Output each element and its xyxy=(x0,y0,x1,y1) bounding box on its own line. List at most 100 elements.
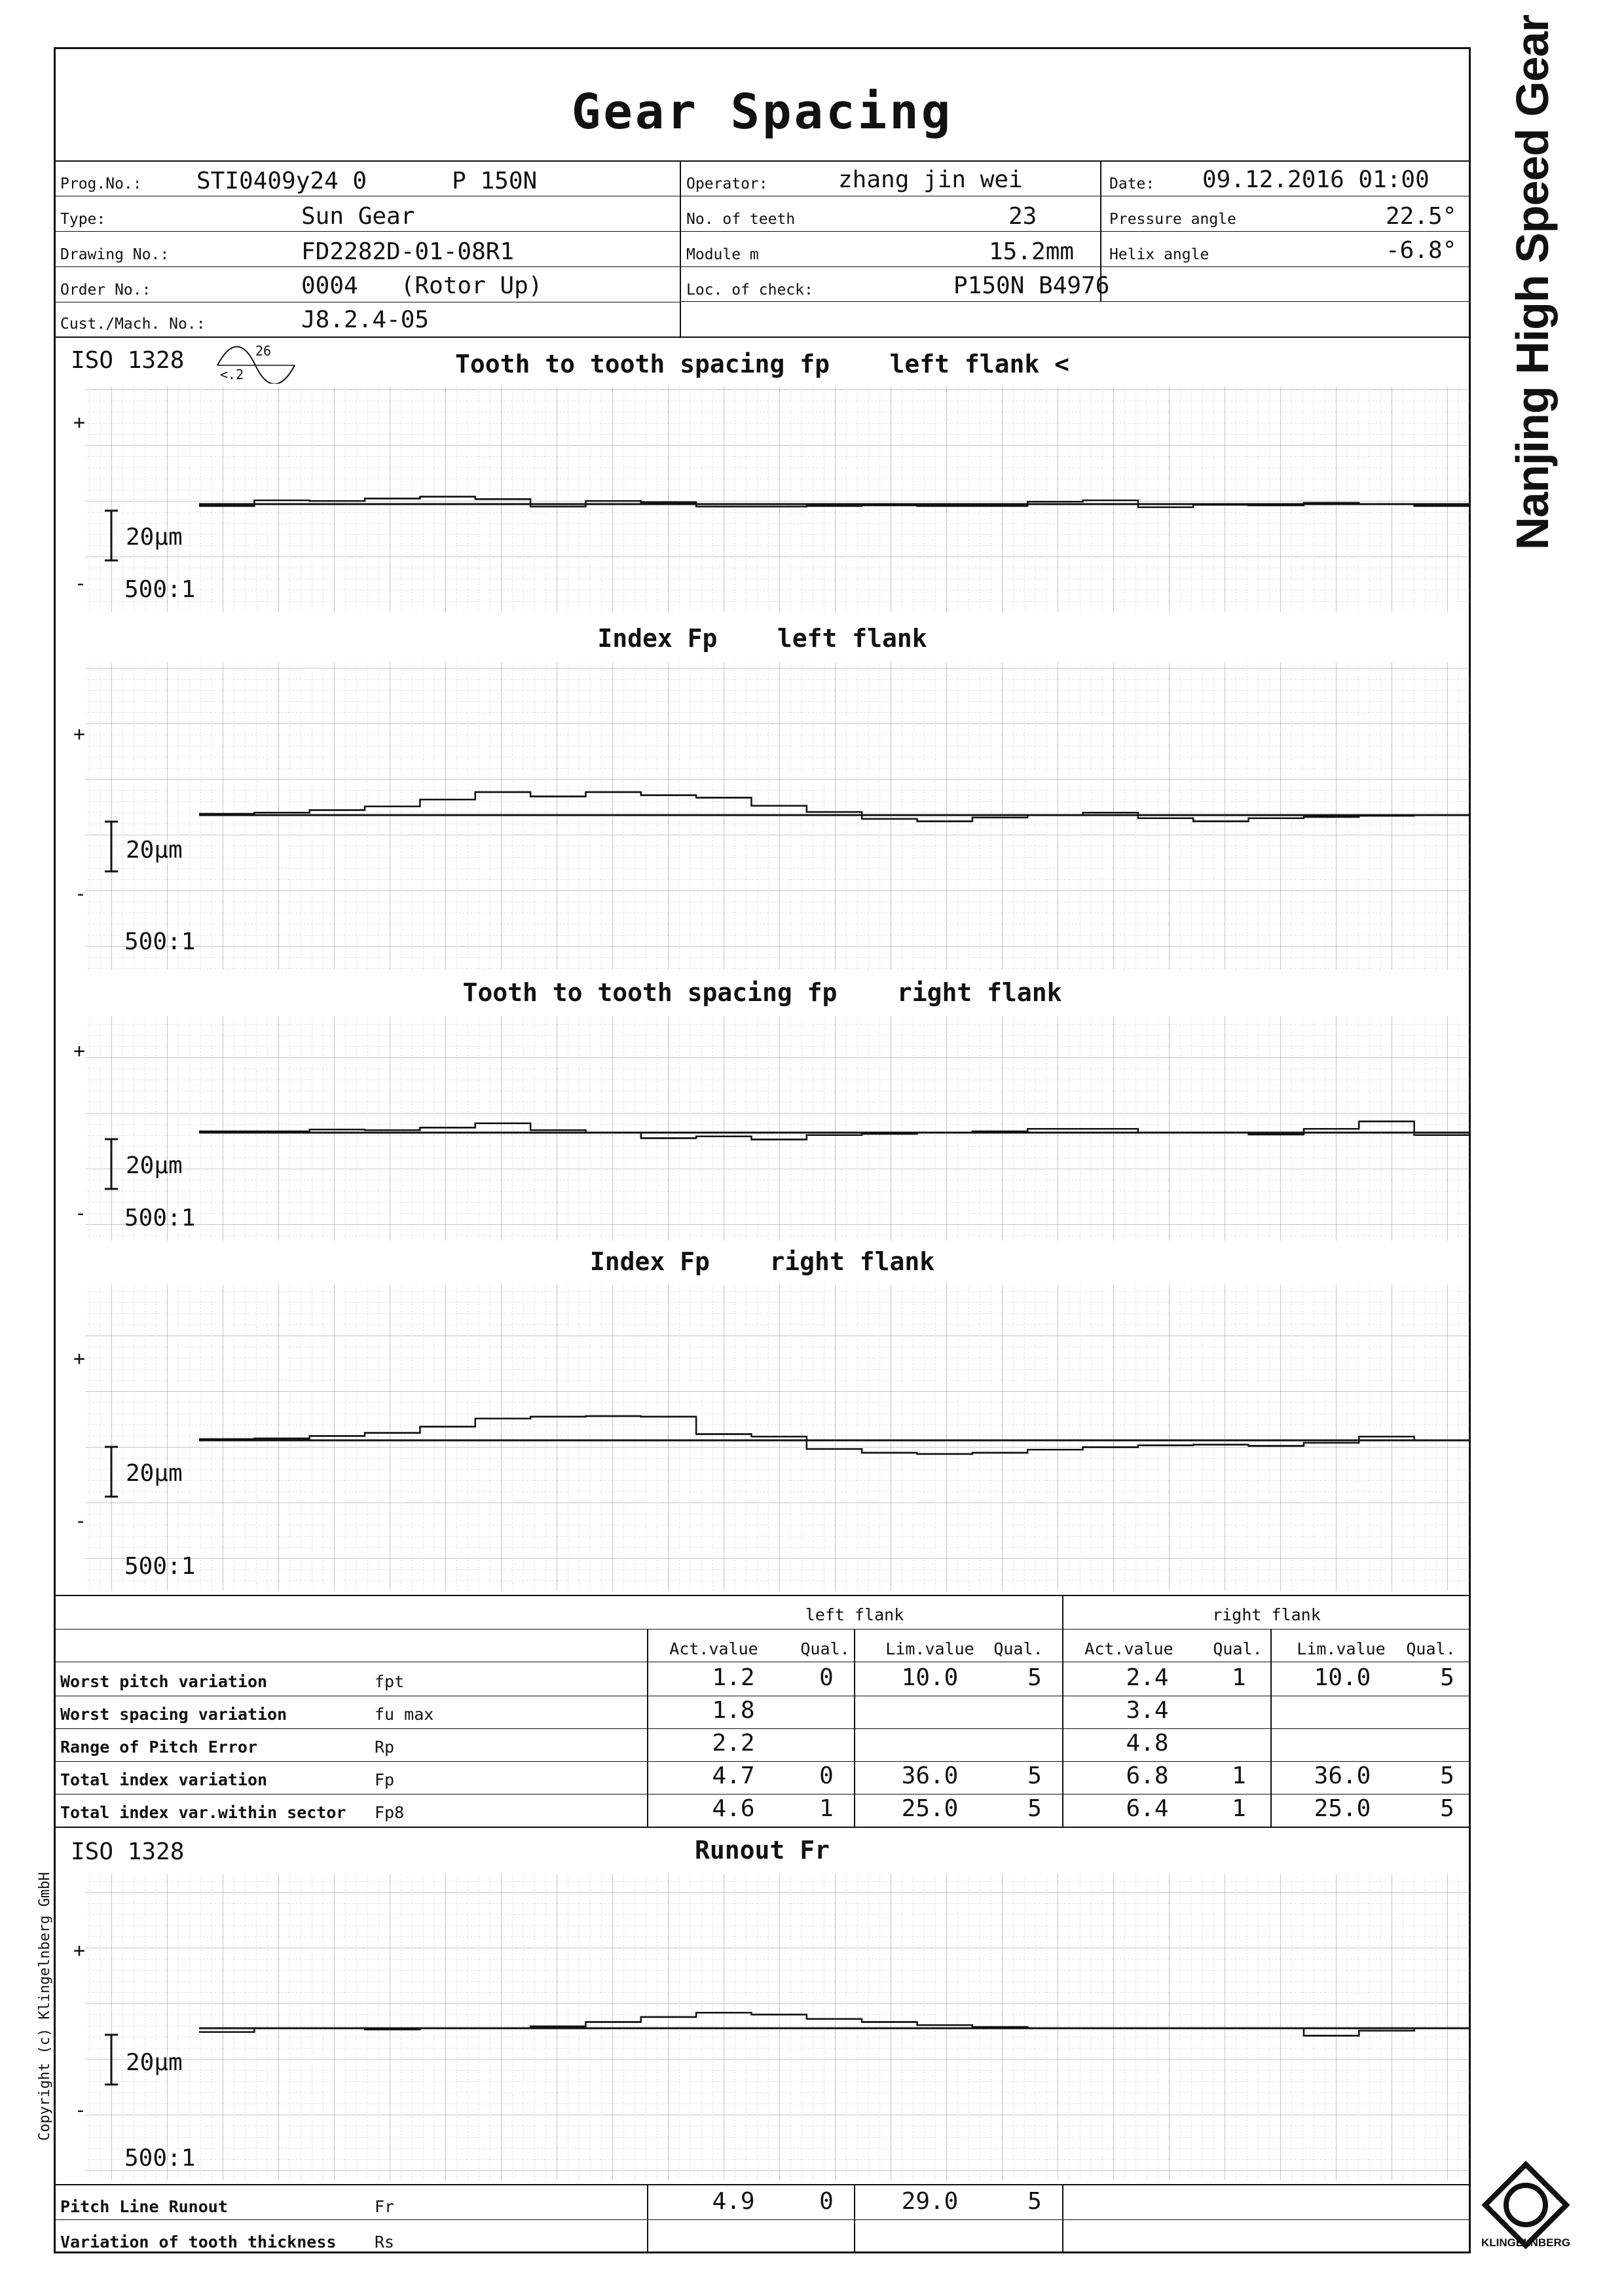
col-header-qual-left-2: Qual. xyxy=(993,1639,1043,1658)
loc-check-label: Loc. of check: xyxy=(686,282,813,299)
helix-angle-label: Helix angle xyxy=(1109,246,1209,263)
minus-sign-4: - xyxy=(75,1510,87,1533)
date-value: 09.12.2016 01:00 xyxy=(1202,166,1430,193)
module-label: Module m xyxy=(686,246,759,263)
runout-row-name: Variation of tooth thickness xyxy=(60,2232,337,2251)
result-cell: 2.4 xyxy=(1126,1664,1169,1691)
iso-label-top: ISO 1328 xyxy=(71,347,185,374)
col-header-qual-right-2: Qual. xyxy=(1406,1639,1456,1658)
ratio-label-3: 500:1 xyxy=(124,1205,196,1231)
scale-bar xyxy=(105,820,118,873)
scale-label-4: 20µm xyxy=(126,1460,183,1487)
plus-sign-2: + xyxy=(73,723,86,746)
result-row-symbol: Rp xyxy=(375,1738,395,1757)
chart-title-fp-right: Tooth to tooth spacing fp right flank xyxy=(462,978,1062,1007)
plus-sign-1: + xyxy=(73,411,86,434)
operator-value: zhang jin wei xyxy=(838,166,1023,193)
col-header-lim-left: Lim.value xyxy=(885,1639,974,1658)
result-cell: 1 xyxy=(819,1795,834,1822)
teeth-value: 23 xyxy=(1008,203,1037,230)
left-flank-header: left flank xyxy=(805,1605,904,1624)
plus-sign-4: + xyxy=(73,1347,86,1370)
runout-cell: 29.0 xyxy=(901,2188,959,2215)
result-cell: 25.0 xyxy=(901,1795,959,1822)
result-row-name: Range of Pitch Error xyxy=(60,1738,258,1757)
scale-label-2: 20µm xyxy=(126,837,183,864)
result-cell: 1.2 xyxy=(712,1664,755,1691)
minus-sign-5: - xyxy=(75,2099,87,2122)
minus-sign-1: - xyxy=(75,572,87,595)
result-cell: 4.8 xyxy=(1126,1730,1169,1757)
result-cell: 5 xyxy=(1027,1795,1042,1822)
result-cell: 5 xyxy=(1440,1762,1454,1789)
result-cell: 1.8 xyxy=(712,1697,755,1724)
result-row-name: Worst spacing variation xyxy=(60,1705,287,1724)
result-row-symbol: Fp8 xyxy=(375,1803,405,1822)
result-cell: 36.0 xyxy=(1314,1762,1371,1789)
result-row-name: Worst pitch variation xyxy=(60,1672,268,1691)
result-cell: 6.8 xyxy=(1126,1762,1169,1789)
ratio-label-4: 500:1 xyxy=(124,1553,196,1580)
ratio-label-2: 500:1 xyxy=(124,928,196,955)
minus-sign-3: - xyxy=(75,1202,87,1225)
cust-mach-label: Cust./Mach. No.: xyxy=(60,316,206,333)
plus-sign-3: + xyxy=(73,1040,86,1063)
prog-no-label: Prog.No.: xyxy=(60,175,142,192)
plus-sign-5: + xyxy=(73,1939,86,1962)
col-header-qual-left-1: Qual. xyxy=(800,1639,850,1658)
result-cell: 5 xyxy=(1027,1664,1042,1691)
helix-angle-value: -6.8° xyxy=(1386,237,1457,264)
order-no-label: Order No.: xyxy=(60,282,151,299)
page-title: Gear Spacing xyxy=(571,84,953,140)
type-label: Type: xyxy=(60,211,106,228)
order-no-value: 0004 (Rotor Up) xyxy=(301,272,543,299)
scale-bar xyxy=(105,509,118,562)
runout-cell: 4.9 xyxy=(712,2188,755,2215)
result-cell: 25.0 xyxy=(1314,1795,1371,1822)
chart-title-runout: Runout Fr xyxy=(695,1836,830,1865)
scale-bar xyxy=(105,2033,118,2086)
runout-row-symbol: Rs xyxy=(375,2232,395,2251)
scale-label-3: 20µm xyxy=(126,1152,183,1179)
module-value: 15.2mm xyxy=(989,238,1075,265)
runout-row-symbol: Fr xyxy=(375,2197,395,2216)
scale-label-1: 20µm xyxy=(126,524,183,551)
result-cell: 10.0 xyxy=(1314,1664,1371,1691)
scale-bar xyxy=(105,1138,118,1190)
runout-cell: 5 xyxy=(1027,2188,1042,2215)
teeth-label: No. of teeth xyxy=(686,211,796,228)
col-header-act-right: Act.value xyxy=(1084,1639,1173,1658)
result-row-name: Total index var.within sector xyxy=(60,1803,346,1822)
pressure-angle-value: 22.5° xyxy=(1386,203,1457,230)
drawing-no-label: Drawing No.: xyxy=(60,246,170,263)
pressure-angle-label: Pressure angle xyxy=(1109,211,1236,228)
result-cell: 1 xyxy=(1232,1664,1246,1691)
result-cell: 1 xyxy=(1232,1795,1246,1822)
result-row-symbol: fpt xyxy=(375,1672,405,1691)
klingelnberg-logo: KLINGELNBERG xyxy=(1473,2160,1578,2252)
report-frame xyxy=(54,47,1471,2253)
result-cell: 4.6 xyxy=(712,1795,755,1822)
type-value: Sun Gear xyxy=(301,203,415,230)
iso-symbol: 26 <.2 xyxy=(213,343,299,385)
runout-cell: 0 xyxy=(819,2188,834,2215)
col-header-lim-right: Lim.value xyxy=(1297,1639,1386,1658)
result-cell: 6.4 xyxy=(1126,1795,1169,1822)
result-cell: 10.0 xyxy=(901,1664,959,1691)
right-flank-header: right flank xyxy=(1212,1605,1321,1624)
iso-label-runout: ISO 1328 xyxy=(71,1838,185,1865)
col-header-act-left: Act.value xyxy=(669,1639,758,1658)
loc-check-value: P150N B4976 xyxy=(953,272,1110,299)
prog-no-value: STI0409y24 0 P 150N xyxy=(196,168,538,194)
result-cell: 1 xyxy=(1232,1762,1246,1789)
result-cell: 4.7 xyxy=(712,1762,755,1789)
ratio-label-5: 500:1 xyxy=(124,2145,196,2172)
runout-row-name: Pitch Line Runout xyxy=(60,2197,228,2216)
cust-mach-value: J8.2.4-05 xyxy=(301,306,430,333)
result-cell: 5 xyxy=(1440,1795,1454,1822)
operator-label: Operator: xyxy=(686,175,768,192)
minus-sign-2: - xyxy=(75,883,87,905)
ratio-label-1: 500:1 xyxy=(124,576,196,603)
chart-title-Fp-right: Index Fp right flank xyxy=(589,1247,935,1276)
